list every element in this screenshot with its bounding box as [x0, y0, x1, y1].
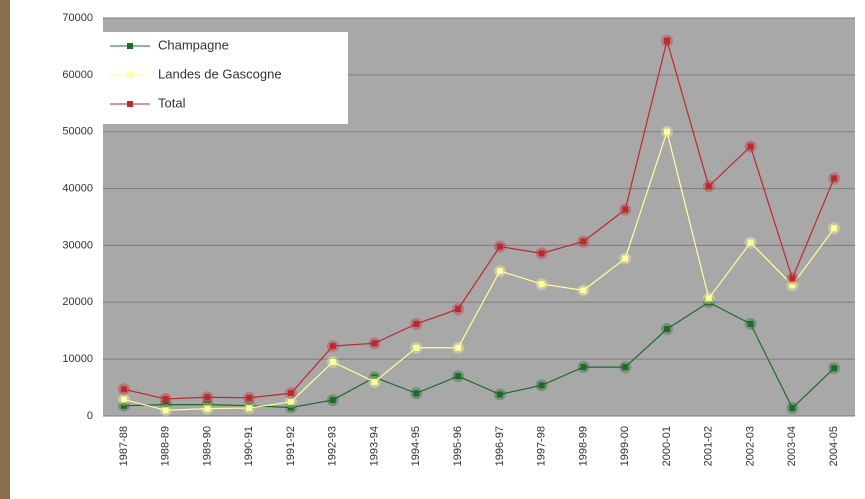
x-tick-label: 1995-96 — [452, 426, 464, 466]
data-point — [288, 399, 294, 405]
x-tick-label: 1999-00 — [619, 426, 631, 466]
data-point — [413, 345, 419, 351]
legend-marker — [127, 101, 133, 107]
background-edge — [0, 0, 10, 499]
data-point — [121, 397, 127, 403]
x-tick-label: 2003-04 — [786, 426, 798, 466]
x-tick-label: 2001-02 — [703, 426, 715, 466]
data-point — [497, 391, 503, 397]
x-tick-label: 1996-97 — [494, 426, 506, 466]
data-point — [455, 306, 461, 312]
x-tick-label: 1990-91 — [243, 426, 255, 466]
y-tick-label: 30000 — [62, 239, 93, 251]
data-point — [288, 390, 294, 396]
data-point — [455, 373, 461, 379]
legend-marker — [127, 43, 133, 49]
y-tick-label: 50000 — [62, 126, 93, 138]
chart: 0 10000 20000 30000 40000 50000 60000 70000 1987… — [0, 0, 865, 499]
data-point — [664, 38, 670, 44]
data-point — [664, 326, 670, 332]
data-point — [455, 345, 461, 351]
data-point — [539, 382, 545, 388]
data-point — [831, 365, 837, 371]
x-tick-label: 2004-05 — [828, 426, 840, 466]
data-point — [748, 143, 754, 149]
data-point — [372, 379, 378, 385]
data-point — [330, 359, 336, 365]
data-point — [789, 405, 795, 411]
data-point — [330, 343, 336, 349]
data-point — [163, 407, 169, 413]
data-point — [539, 281, 545, 287]
data-point — [330, 397, 336, 403]
y-tick-label: 40000 — [62, 182, 93, 194]
legend-marker — [127, 72, 133, 78]
y-tick-label: 0 — [87, 410, 93, 422]
data-point — [204, 406, 210, 412]
data-point — [748, 321, 754, 327]
data-point — [622, 364, 628, 370]
page: {"chart_data": {"type": "line", "categor… — [0, 0, 865, 499]
data-point — [246, 395, 252, 401]
data-point — [580, 287, 586, 293]
x-tick-label: 1992-93 — [327, 426, 339, 466]
y-tick-label: 10000 — [62, 353, 93, 365]
legend-label: Total — [158, 95, 186, 110]
data-point — [246, 405, 252, 411]
y-tick-label: 70000 — [62, 12, 93, 24]
data-point — [413, 321, 419, 327]
y-tick-label: 60000 — [62, 69, 93, 81]
legend-label: Landes de Gascogne — [158, 66, 282, 81]
data-point — [372, 340, 378, 346]
data-point — [748, 240, 754, 246]
x-tick-label: 2002-03 — [744, 426, 756, 466]
data-point — [664, 129, 670, 135]
x-tick-label: 1987-88 — [118, 426, 130, 466]
data-point — [580, 364, 586, 370]
data-point — [497, 244, 503, 250]
data-point — [413, 390, 419, 396]
data-point — [163, 396, 169, 402]
x-tick-label: 1997-98 — [536, 426, 548, 466]
y-tick-label: 20000 — [62, 296, 93, 308]
legend-label: Champagne — [158, 37, 229, 52]
data-point — [789, 275, 795, 281]
data-point — [622, 256, 628, 262]
data-point — [831, 175, 837, 181]
data-point — [706, 183, 712, 189]
data-point — [204, 394, 210, 400]
x-tick-label: 1988-89 — [160, 426, 172, 466]
data-point — [580, 238, 586, 244]
data-point — [706, 295, 712, 301]
x-tick-label: 1993-94 — [368, 426, 380, 466]
x-tick-label: 2000-01 — [661, 426, 673, 466]
x-tick-label: 1991-92 — [285, 426, 297, 466]
data-point — [539, 250, 545, 256]
x-tick-label: 1994-95 — [410, 426, 422, 466]
data-point — [622, 207, 628, 213]
x-tick-label: 1989-90 — [201, 426, 213, 466]
data-point — [121, 386, 127, 392]
legend: Champagne Landes de Gascogne Total — [100, 32, 348, 124]
data-point — [831, 225, 837, 231]
data-point — [497, 268, 503, 274]
x-tick-label: 1998-99 — [577, 426, 589, 466]
